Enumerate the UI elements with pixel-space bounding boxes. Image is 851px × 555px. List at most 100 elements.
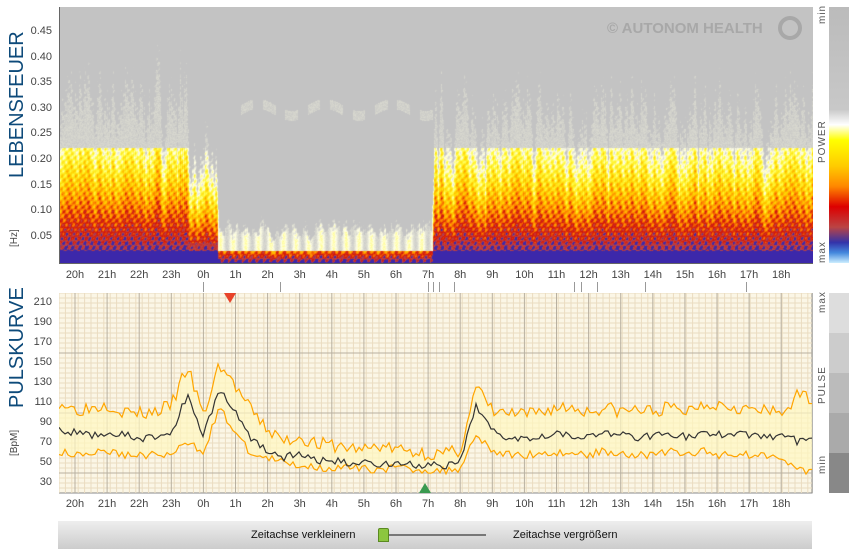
x-tick-label: 0h — [197, 498, 210, 510]
x-tick-label: 16h — [707, 269, 727, 281]
x-tick-label: 6h — [389, 269, 403, 281]
pulse-min-label: min — [817, 454, 828, 474]
pulse-legend-swatch — [829, 333, 849, 373]
y-tick-label: 50 — [39, 456, 52, 468]
y-tick-label: 0.05 — [30, 229, 52, 242]
x-tick-label: 8h — [454, 269, 467, 281]
x-tick-label: 20h — [65, 498, 85, 510]
event-mark[interactable] — [453, 282, 455, 292]
x-tick-label: 13h — [611, 498, 630, 510]
y-tick-label: 0.35 — [30, 76, 52, 89]
x-tick-label: 14h — [643, 498, 662, 510]
x-tick-label: 7h — [421, 498, 435, 510]
pulse-max-label: max — [817, 291, 828, 313]
x-tick-label: 23h — [162, 269, 181, 281]
y-tick-label: 110 — [34, 396, 52, 408]
x-tick-label: 23h — [162, 498, 181, 510]
event-mark[interactable] — [432, 282, 434, 292]
x-tick-label: 17h — [739, 269, 759, 281]
y-tick-label: 0.30 — [30, 101, 52, 114]
pulse-range-band — [59, 364, 812, 475]
pulse-legend-swatch — [829, 413, 849, 453]
power-max-label: max — [817, 241, 828, 263]
y-tick-label: 170 — [33, 336, 52, 348]
x-tick-label: 17h — [739, 498, 759, 510]
x-tick-label: 22h — [130, 269, 149, 281]
x-tick-label: 5h — [357, 498, 371, 510]
x-tick-label: 11h — [547, 498, 566, 510]
zoom-out-label[interactable]: Zeitachse verkleinern — [251, 529, 356, 541]
x-tick-label: 5h — [357, 269, 371, 281]
power-colorbar — [829, 7, 849, 263]
y-tick-label: 70 — [39, 436, 52, 448]
x-tick-label: 14h — [643, 269, 662, 281]
spectrogram-plot — [59, 7, 813, 264]
sleep-start-marker-icon[interactable] — [224, 293, 236, 303]
x-tick-label: 18h — [772, 269, 791, 281]
x-tick-label: 0h — [197, 269, 210, 281]
event-mark[interactable] — [439, 282, 441, 292]
wake-marker-icon[interactable] — [419, 483, 431, 493]
watermark: © AUTONOM HEALTH — [607, 20, 763, 37]
x-tick-label: 12h — [579, 498, 598, 510]
y-tick-label: 150 — [33, 356, 52, 368]
y-tick-label: 0.45 — [30, 25, 52, 37]
x-tick-label: 9h — [486, 498, 499, 510]
y-tick-label: 210 — [33, 296, 52, 308]
x-tick-label: 21h — [97, 498, 117, 510]
x-tick-label: 8h — [454, 498, 467, 510]
x-tick-label: 4h — [325, 498, 338, 510]
x-tick-label: 18h — [772, 498, 791, 510]
time-zoom-bar: Zeitachse verkleinern Zeitachse vergröße… — [58, 521, 812, 549]
x-tick-label: 20h — [65, 269, 85, 281]
autonom-logo-icon — [778, 16, 802, 40]
x-tick-label: 1h — [229, 498, 242, 510]
x-tick-label: 22h — [130, 498, 149, 510]
power-min-label: min — [817, 4, 828, 24]
event-mark[interactable] — [203, 282, 205, 292]
x-tick-label: 11h — [547, 269, 566, 281]
y-tick-label: 190 — [33, 316, 52, 328]
zoom-slider-thumb[interactable] — [378, 528, 389, 542]
x-tick-label: 2h — [261, 498, 274, 510]
x-tick-label: 13h — [611, 269, 630, 281]
event-mark[interactable] — [596, 282, 598, 292]
x-tick-label: 7h — [421, 269, 435, 281]
pulse-lower-line — [59, 408, 813, 476]
pulse-mean-line — [59, 392, 813, 470]
x-tick-label: 15h — [675, 498, 695, 510]
x-tick-label: 6h — [389, 498, 403, 510]
event-mark[interactable] — [280, 282, 282, 292]
y-tick-label: 130 — [33, 376, 52, 388]
y-tick-label: 0.10 — [30, 204, 52, 217]
y-tick-label: 90 — [39, 416, 52, 428]
x-tick-label: 3h — [293, 269, 306, 281]
x-tick-label: 3h — [293, 498, 306, 510]
pulse-legend-swatch — [829, 453, 849, 493]
y-tick-label: 30 — [39, 476, 52, 488]
x-tick-label: 10h — [515, 269, 534, 281]
event-mark[interactable] — [574, 282, 576, 292]
x-tick-label: 16h — [707, 498, 727, 510]
event-mark[interactable] — [745, 282, 747, 292]
pulse-upper-line — [59, 362, 813, 462]
x-tick-label: 10h — [515, 498, 534, 510]
y-tick-label: 0.15 — [30, 178, 52, 191]
x-tick-label: 2h — [261, 269, 274, 281]
zoom-in-label[interactable]: Zeitachse vergrößern — [513, 529, 618, 541]
zoom-slider-track[interactable] — [388, 534, 486, 536]
event-mark[interactable] — [428, 282, 430, 292]
x-tick-label: 21h — [97, 269, 117, 281]
x-tick-label: 9h — [486, 269, 499, 281]
x-tick-label: 4h — [325, 269, 338, 281]
event-mark[interactable] — [580, 282, 582, 292]
pulse-label: PULSE — [817, 366, 828, 404]
x-tick-label: 1h — [229, 269, 242, 281]
y-tick-label: 0.20 — [30, 153, 52, 165]
x-tick-label: 12h — [579, 269, 598, 281]
power-label: POWER — [817, 120, 828, 163]
pulse-chart — [59, 293, 813, 494]
event-mark[interactable] — [644, 282, 646, 292]
x-tick-label: 15h — [675, 269, 695, 281]
y-tick-label: 0.40 — [30, 50, 52, 63]
